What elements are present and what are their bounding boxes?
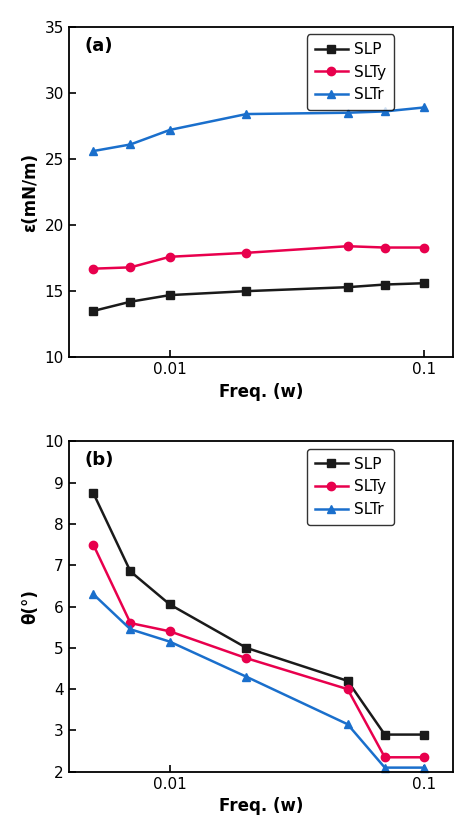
Line: SLTr: SLTr: [89, 104, 428, 155]
SLTy: [244, 653, 249, 663]
SLTy: [421, 242, 427, 252]
SLTr: [244, 109, 249, 119]
Line: SLTr: SLTr: [89, 590, 428, 772]
SLTy: [167, 626, 173, 636]
SLTy: [128, 263, 133, 273]
Line: SLTy: SLTy: [89, 242, 428, 273]
SLTy: [91, 263, 96, 273]
Line: SLP: SLP: [89, 489, 428, 739]
Line: SLTy: SLTy: [89, 540, 428, 762]
SLTr: [128, 624, 133, 635]
SLTr: [91, 146, 96, 156]
SLP: [345, 283, 350, 293]
SLP: [91, 306, 96, 316]
SLTy: [345, 684, 350, 694]
Legend: SLP, SLTy, SLTr: SLP, SLTy, SLTr: [307, 449, 394, 524]
SLTy: [382, 242, 388, 252]
SLTr: [91, 589, 96, 599]
Y-axis label: ε(mN/m): ε(mN/m): [21, 152, 39, 232]
SLP: [91, 488, 96, 498]
SLP: [382, 279, 388, 289]
SLP: [421, 278, 427, 288]
SLTr: [345, 719, 350, 729]
SLTy: [128, 618, 133, 628]
SLP: [244, 286, 249, 296]
Text: (b): (b): [84, 451, 113, 469]
SLTy: [91, 539, 96, 549]
SLP: [345, 675, 350, 686]
SLTr: [382, 106, 388, 116]
Text: (a): (a): [84, 37, 112, 54]
SLTr: [421, 103, 427, 113]
Legend: SLP, SLTy, SLTr: SLP, SLTy, SLTr: [307, 34, 394, 110]
SLTy: [167, 252, 173, 262]
SLP: [128, 567, 133, 577]
SLP: [167, 599, 173, 609]
SLTr: [244, 672, 249, 682]
X-axis label: Freq. (w): Freq. (w): [219, 798, 303, 815]
SLTr: [345, 108, 350, 118]
Y-axis label: θ(°): θ(°): [21, 589, 39, 624]
SLP: [244, 643, 249, 653]
Line: SLP: SLP: [89, 279, 428, 315]
X-axis label: Freq. (w): Freq. (w): [219, 383, 303, 400]
SLTr: [167, 125, 173, 135]
SLTr: [382, 762, 388, 772]
SLTr: [128, 140, 133, 150]
SLTy: [345, 242, 350, 252]
SLP: [167, 290, 173, 300]
SLTr: [421, 762, 427, 772]
SLP: [421, 730, 427, 740]
SLTr: [167, 637, 173, 647]
SLTy: [382, 752, 388, 762]
SLP: [128, 297, 133, 307]
SLTy: [244, 247, 249, 257]
SLTy: [421, 752, 427, 762]
SLP: [382, 730, 388, 740]
